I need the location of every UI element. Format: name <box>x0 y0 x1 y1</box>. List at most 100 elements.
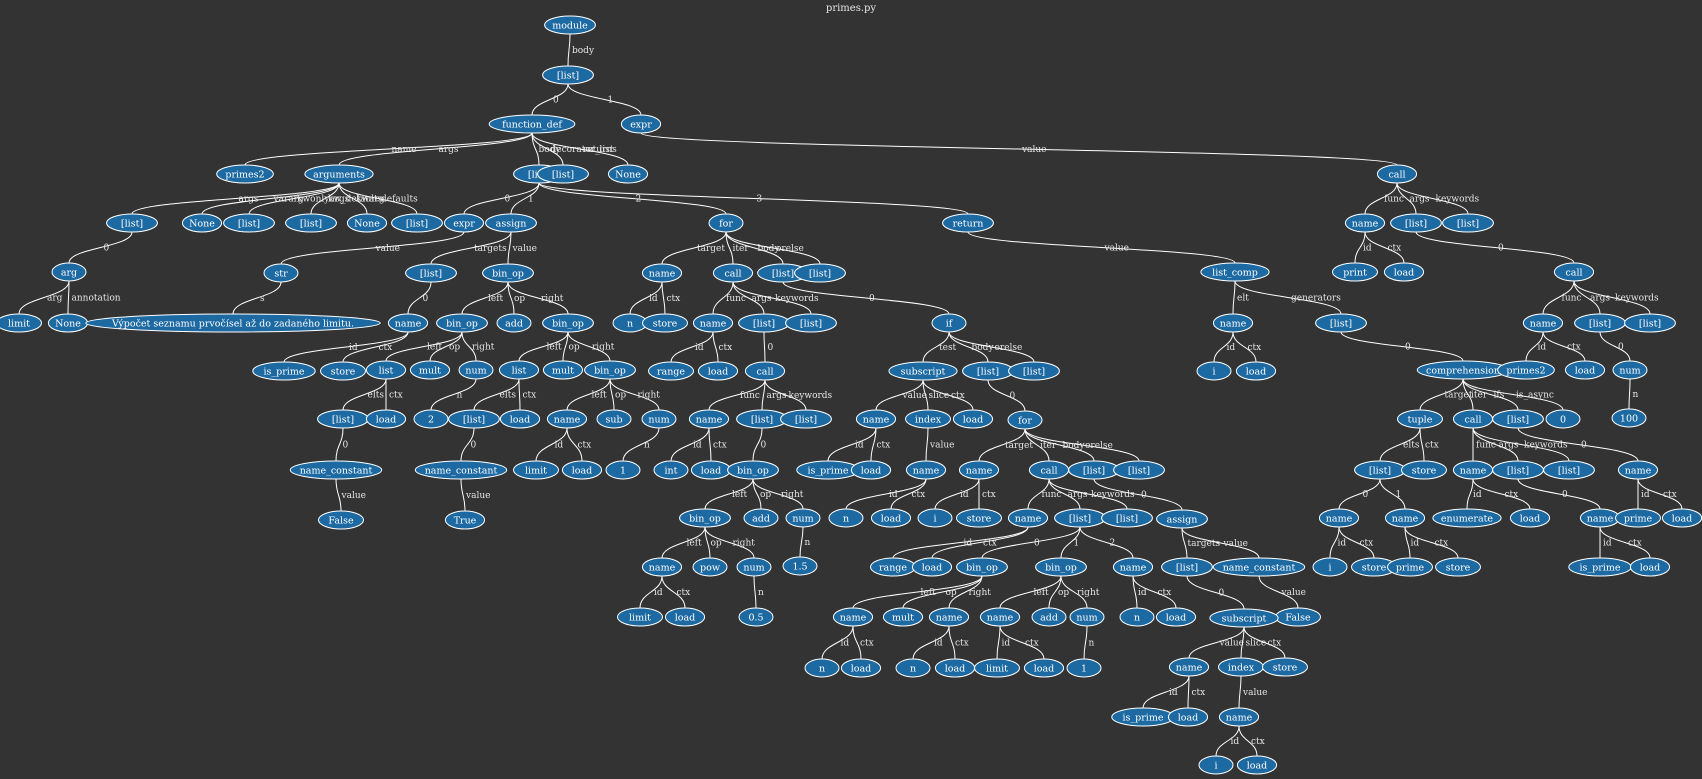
node-ellipse <box>1069 607 1105 627</box>
edge-n83-n84 <box>922 331 950 363</box>
ast-node: [list] <box>391 213 443 233</box>
ast-node: [list] <box>537 164 589 184</box>
node-label: mult <box>419 365 441 376</box>
node-ellipse <box>1545 409 1581 429</box>
ast-node: primes2 <box>1497 360 1555 380</box>
edge-n34-n37 <box>342 378 387 411</box>
ast-node: call <box>1376 164 1418 184</box>
ast-node: is_prime <box>1111 707 1175 727</box>
ast-node: name <box>641 263 683 283</box>
edge-n125-n127 <box>1181 527 1260 559</box>
edge-label: n <box>457 391 463 401</box>
edge-n107-n112 <box>948 575 983 609</box>
node-label: 0 <box>1560 414 1566 425</box>
node-label: num <box>1619 365 1640 376</box>
node-ellipse <box>1101 508 1153 528</box>
ast-node: name <box>832 607 874 627</box>
edge-n76-n80 <box>661 575 686 609</box>
edge-label: id <box>649 294 658 304</box>
node-ellipse <box>1023 658 1065 678</box>
node-ellipse <box>855 409 897 429</box>
edge-n56-n61 <box>712 281 734 315</box>
edge-n151-n155 <box>1404 526 1459 559</box>
node-label: False <box>1285 612 1311 623</box>
ast-node: int <box>653 460 689 480</box>
edge-n22-n56 <box>725 231 734 265</box>
edge-label: id <box>1641 490 1650 500</box>
edge-label: 0 <box>104 244 110 254</box>
edge-label: 0 <box>471 441 477 451</box>
node-label: n <box>1134 612 1140 623</box>
ast-node: mult <box>542 360 584 380</box>
edge-label: 0 <box>553 96 559 106</box>
node-label: expr <box>453 218 475 229</box>
ast-node: index <box>905 409 951 429</box>
edge-n28-n29 <box>283 331 409 363</box>
edge-label: decorator_list <box>551 145 614 155</box>
edge-n49-n52 <box>535 427 568 462</box>
node-label: num <box>792 513 813 524</box>
ast-node: load <box>934 658 976 678</box>
node-ellipse <box>1312 557 1348 577</box>
edge-label: id <box>555 441 564 451</box>
edge-label: ctx <box>1158 588 1172 598</box>
edge-label: ctx <box>955 639 969 649</box>
node-ellipse <box>488 114 576 134</box>
edge-label: args <box>1410 195 1430 205</box>
ast-node: store <box>642 313 688 333</box>
edge-n103-n109 <box>1079 526 1134 559</box>
node-ellipse <box>974 658 1020 678</box>
ast-node: range <box>648 361 694 381</box>
edge-n26-n28 <box>407 281 432 315</box>
node-label: prime <box>1624 513 1653 524</box>
edge-label: id <box>695 343 704 353</box>
node-label: call <box>724 268 741 279</box>
edge-n27-n33 <box>507 281 569 315</box>
edge-n95-n99 <box>1024 428 1140 462</box>
node-ellipse <box>542 313 594 333</box>
ast-node: add <box>496 313 532 333</box>
node-label: for <box>1018 415 1032 426</box>
edge-n23-n138 <box>967 231 1236 264</box>
node-label: name <box>1392 513 1419 524</box>
edge-n3-n6 <box>338 132 533 166</box>
edge-n68-n72 <box>752 427 763 462</box>
edge-label: args <box>1590 294 1610 304</box>
ast-node: load <box>664 607 706 627</box>
edge-label: 0 <box>423 294 429 304</box>
node-label: None <box>55 318 81 329</box>
ast-node: is_prime <box>796 460 860 480</box>
ast-node: expr <box>443 213 485 233</box>
node-ellipse <box>1624 313 1676 333</box>
node-label: load <box>1178 712 1199 723</box>
edge-label: id <box>889 490 898 500</box>
node-label: load <box>1394 267 1415 278</box>
node-label: name_constant <box>300 465 373 476</box>
node-label: store <box>967 513 992 524</box>
node-label: bin_op <box>552 318 584 329</box>
edge-label: left <box>488 294 504 304</box>
edge-label: value <box>1281 588 1306 598</box>
node-ellipse <box>1235 361 1277 381</box>
node-ellipse <box>956 508 1002 528</box>
node-ellipse <box>320 361 366 381</box>
edge-n28-n30 <box>342 331 409 363</box>
node-label: name <box>936 612 963 623</box>
edge-label: ctx <box>677 588 691 598</box>
edge-label: targets <box>474 244 507 254</box>
edge-label: right <box>472 343 495 353</box>
ast-node: name_constant <box>1212 557 1306 577</box>
ast-node: [list] <box>405 263 457 283</box>
edge-n21-n26 <box>430 231 512 265</box>
edge-label: right <box>541 294 564 304</box>
node-label: call <box>1565 267 1582 278</box>
node-ellipse <box>692 557 728 577</box>
edge-n17-n19 <box>67 280 70 315</box>
edge-label: args <box>439 145 459 155</box>
edge-n10-n167 <box>1364 182 1398 215</box>
ast-node: None <box>47 313 89 333</box>
node-label: store <box>1362 562 1387 573</box>
edge-n127-n128 <box>1258 575 1299 609</box>
ast-node: load <box>1235 361 1277 381</box>
